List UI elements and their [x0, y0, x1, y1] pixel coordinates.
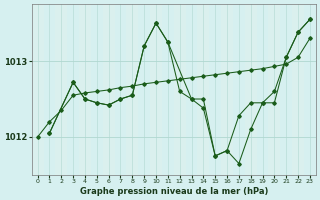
Bar [221, 4, 233, 175]
Bar [126, 4, 138, 175]
Bar [197, 4, 209, 175]
Bar [150, 4, 162, 175]
Bar [245, 4, 257, 175]
Bar [268, 4, 280, 175]
Bar [174, 4, 186, 175]
X-axis label: Graphe pression niveau de la mer (hPa): Graphe pression niveau de la mer (hPa) [80, 187, 268, 196]
Bar [79, 4, 91, 175]
Bar [55, 4, 67, 175]
Bar [103, 4, 115, 175]
Bar [292, 4, 304, 175]
Bar [32, 4, 44, 175]
